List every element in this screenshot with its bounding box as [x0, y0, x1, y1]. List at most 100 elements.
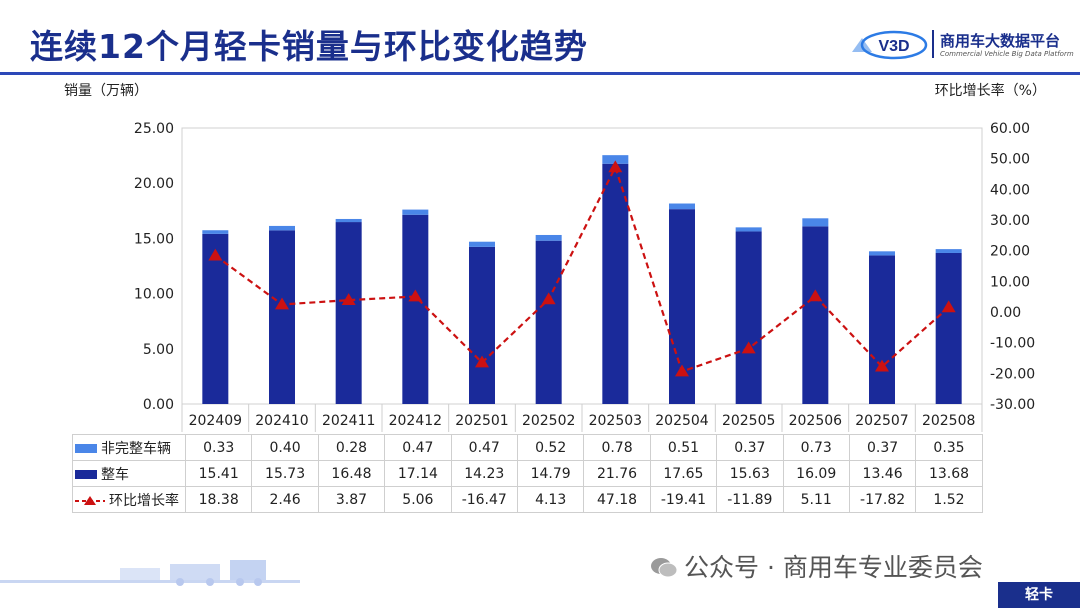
table-cell: -16.47: [450, 486, 518, 513]
legend-line-marker-icon: [75, 495, 105, 507]
bar-whole-vehicle: [269, 230, 295, 404]
wechat-credit-text: 公众号 · 商用车专业委员会: [684, 553, 983, 582]
logo-subtitle: Commercial Vehicle Big Data Platform: [940, 50, 1074, 58]
table-cell: 0.35: [915, 434, 983, 461]
bar-whole-vehicle: [335, 222, 362, 404]
table-cell: 5.06: [384, 486, 452, 513]
data-table: 非完整车辆 0.33 0.40 0.28 0.47 0.47 0.52 0.78 0.51 0.3…: [72, 434, 983, 513]
table-cell: 5.11: [782, 486, 850, 513]
bar-incomplete-vehicle: [469, 241, 495, 247]
growth-rate-marker: [275, 297, 289, 310]
right-tick-label: -10.00: [990, 336, 1035, 352]
growth-rate-marker: [608, 160, 623, 173]
table-cell: 14.23: [450, 460, 518, 487]
bar-whole-vehicle: [402, 214, 429, 404]
table-cell: 16.48: [317, 460, 386, 487]
table-cell: 15.63: [716, 460, 784, 487]
bar-whole-vehicle: [802, 226, 829, 404]
table-cell: 0.78: [583, 434, 651, 461]
table-cell: -19.41: [649, 486, 718, 513]
category-label: 202412: [389, 413, 442, 429]
category-label: 202410: [255, 413, 308, 429]
category-label: 202502: [522, 413, 575, 429]
table-cell: 0.40: [251, 434, 319, 461]
left-tick-label: 5.00: [143, 342, 174, 358]
table-row: 整车 15.41 15.73 16.48 17.14 14.23 14.79 21.76 17.…: [72, 460, 983, 487]
table-cell: 13.46: [848, 460, 917, 487]
bar-whole-vehicle: [869, 255, 895, 404]
right-tick-label: 50.00: [990, 152, 1030, 168]
plot-frame: [181, 127, 983, 405]
right-tick-label: 30.00: [990, 213, 1030, 229]
left-tick-label: 25.00: [134, 121, 174, 137]
right-axis-title: 环比增长率（%）: [934, 83, 1046, 99]
table-cell: 0.47: [450, 434, 518, 461]
category-label: 202503: [589, 413, 642, 429]
left-tick-label: 15.00: [134, 231, 174, 247]
bar-incomplete-vehicle: [669, 203, 695, 210]
bar-whole-vehicle: [935, 252, 962, 404]
row-label: 整车: [72, 460, 186, 487]
category-label: 202507: [855, 413, 908, 429]
table-cell: 0.33: [184, 434, 253, 461]
row-label: 环比增长率: [72, 486, 186, 513]
category-label: 202505: [722, 413, 775, 429]
table-cell: 13.68: [915, 460, 983, 487]
table-cell: 17.65: [649, 460, 718, 487]
table-cell: 15.41: [184, 460, 253, 487]
growth-rate-marker: [875, 359, 889, 372]
table-cell: 0.47: [384, 434, 452, 461]
right-tick-label: 0.00: [990, 305, 1021, 321]
growth-rate-marker: [541, 292, 556, 305]
wechat-credit: 公众号 · 商用车专业委员会: [650, 548, 983, 584]
category-label: 202508: [922, 413, 975, 429]
logo-mark: V3D: [878, 38, 909, 55]
v3d-logo-icon: V3D: [852, 30, 928, 60]
right-tick-label: 10.00: [990, 274, 1030, 290]
table-row: 环比增长率 18.38 2.46 3.87 5.06 -16.47 4.13 47.18 -19…: [72, 486, 983, 513]
growth-rate-marker: [941, 300, 956, 313]
growth-rate-marker: [675, 364, 689, 377]
growth-rate-marker: [475, 355, 489, 368]
table-cell: -17.82: [848, 486, 917, 513]
table-cell: 1.52: [915, 486, 983, 513]
bar-incomplete-vehicle: [935, 249, 962, 253]
bar-incomplete-vehicle: [535, 234, 562, 241]
category-tag: 轻卡: [998, 582, 1080, 608]
bar-incomplete-vehicle: [802, 218, 829, 227]
table-cell: 15.73: [251, 460, 319, 487]
right-tick-label: 40.00: [990, 182, 1030, 198]
bar-incomplete-vehicle: [335, 218, 362, 223]
row-label: 非完整车辆: [72, 434, 186, 461]
category-label: 202506: [789, 413, 843, 429]
table-cell: 21.76: [583, 460, 651, 487]
wechat-icon: [651, 558, 678, 578]
left-axis-title: 销量（万辆）: [64, 83, 148, 99]
growth-rate-marker: [341, 293, 356, 306]
legend-swatch-icon: [75, 470, 97, 479]
table-row: 非完整车辆 0.33 0.40 0.28 0.47 0.47 0.52 0.78 0.51 0.3…: [72, 434, 983, 461]
bar-whole-vehicle: [602, 163, 629, 404]
table-cell: 0.37: [716, 434, 784, 461]
table-cell: 0.52: [516, 434, 585, 461]
bar-incomplete-vehicle: [602, 155, 629, 164]
table-cell: 47.18: [583, 486, 651, 513]
page-title: 连续12个月轻卡销量与环比变化趋势: [30, 27, 588, 66]
truck-decoration-icon: [0, 560, 300, 586]
category-label: 202504: [655, 413, 709, 429]
table-cell: 17.14: [384, 460, 452, 487]
category-label: 202409: [189, 413, 242, 429]
row-label-text: 非完整车辆: [101, 440, 171, 457]
table-cell: 4.13: [516, 486, 585, 513]
legend-swatch-icon: [75, 444, 97, 453]
table-cell: 18.38: [184, 486, 253, 513]
header-rule: [0, 72, 1080, 75]
bar-incomplete-vehicle: [269, 225, 295, 231]
row-label-text: 整车: [101, 466, 129, 483]
bar-whole-vehicle: [469, 246, 495, 404]
table-cell: 14.79: [516, 460, 585, 487]
bar-incomplete-vehicle: [869, 251, 895, 256]
table-cell: 0.28: [317, 434, 386, 461]
right-tick-label: 20.00: [990, 244, 1030, 260]
